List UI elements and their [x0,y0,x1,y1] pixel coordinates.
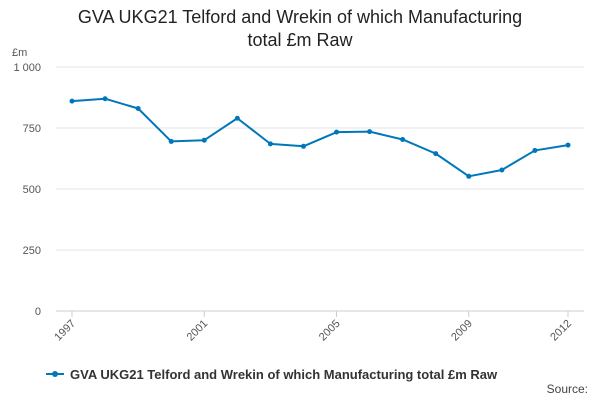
data-point[interactable] [367,129,373,135]
series-line [71,97,569,178]
y-tick-label: 750 [23,123,41,135]
x-tick-label: 2009 [449,318,475,344]
x-tick-label: 1997 [52,318,78,344]
source-label: Source: [546,382,588,396]
data-point[interactable] [267,141,273,147]
series-layer [69,96,571,179]
legend[interactable]: GVA UKG21 Telford and Wrekin of which Ma… [46,365,497,383]
chart-title-line-2: total £m Raw [247,30,353,50]
legend-label: GVA UKG21 Telford and Wrekin of which Ma… [70,366,498,382]
legend-swatch [46,368,64,380]
y-axis-ticks: 0 250 500 750 1 000 [13,62,41,318]
x-tick-label: 2001 [185,318,211,344]
chart-title-line-1: GVA UKG21 Telford and Wrekin of which Ma… [77,7,523,27]
y-axis-unit-label: £m [12,47,27,59]
data-point[interactable] [69,98,75,104]
x-axis-ticks: 1997 2001 2005 2009 2012 [52,311,574,343]
data-point[interactable] [234,115,240,121]
data-point[interactable] [565,142,571,148]
data-point[interactable] [102,96,108,102]
y-tick-label: 1 000 [13,62,41,74]
y-tick-label: 0 [35,306,41,318]
data-point[interactable] [466,173,472,179]
y-tick-label: 250 [23,245,41,257]
data-point[interactable] [400,136,406,142]
x-tick-label: 2005 [317,318,343,344]
x-tick-label: 2012 [548,318,574,344]
data-point[interactable] [334,129,340,135]
data-point[interactable] [201,137,207,143]
data-point[interactable] [168,138,174,144]
data-point[interactable] [499,167,505,173]
data-point[interactable] [300,143,306,149]
data-point[interactable] [433,151,439,157]
chart-title: GVA UKG21 Telford and Wrekin of which Ma… [0,6,600,52]
data-point[interactable] [135,105,141,111]
gridlines [56,66,584,251]
data-point[interactable] [532,147,538,153]
y-tick-label: 500 [23,184,41,196]
